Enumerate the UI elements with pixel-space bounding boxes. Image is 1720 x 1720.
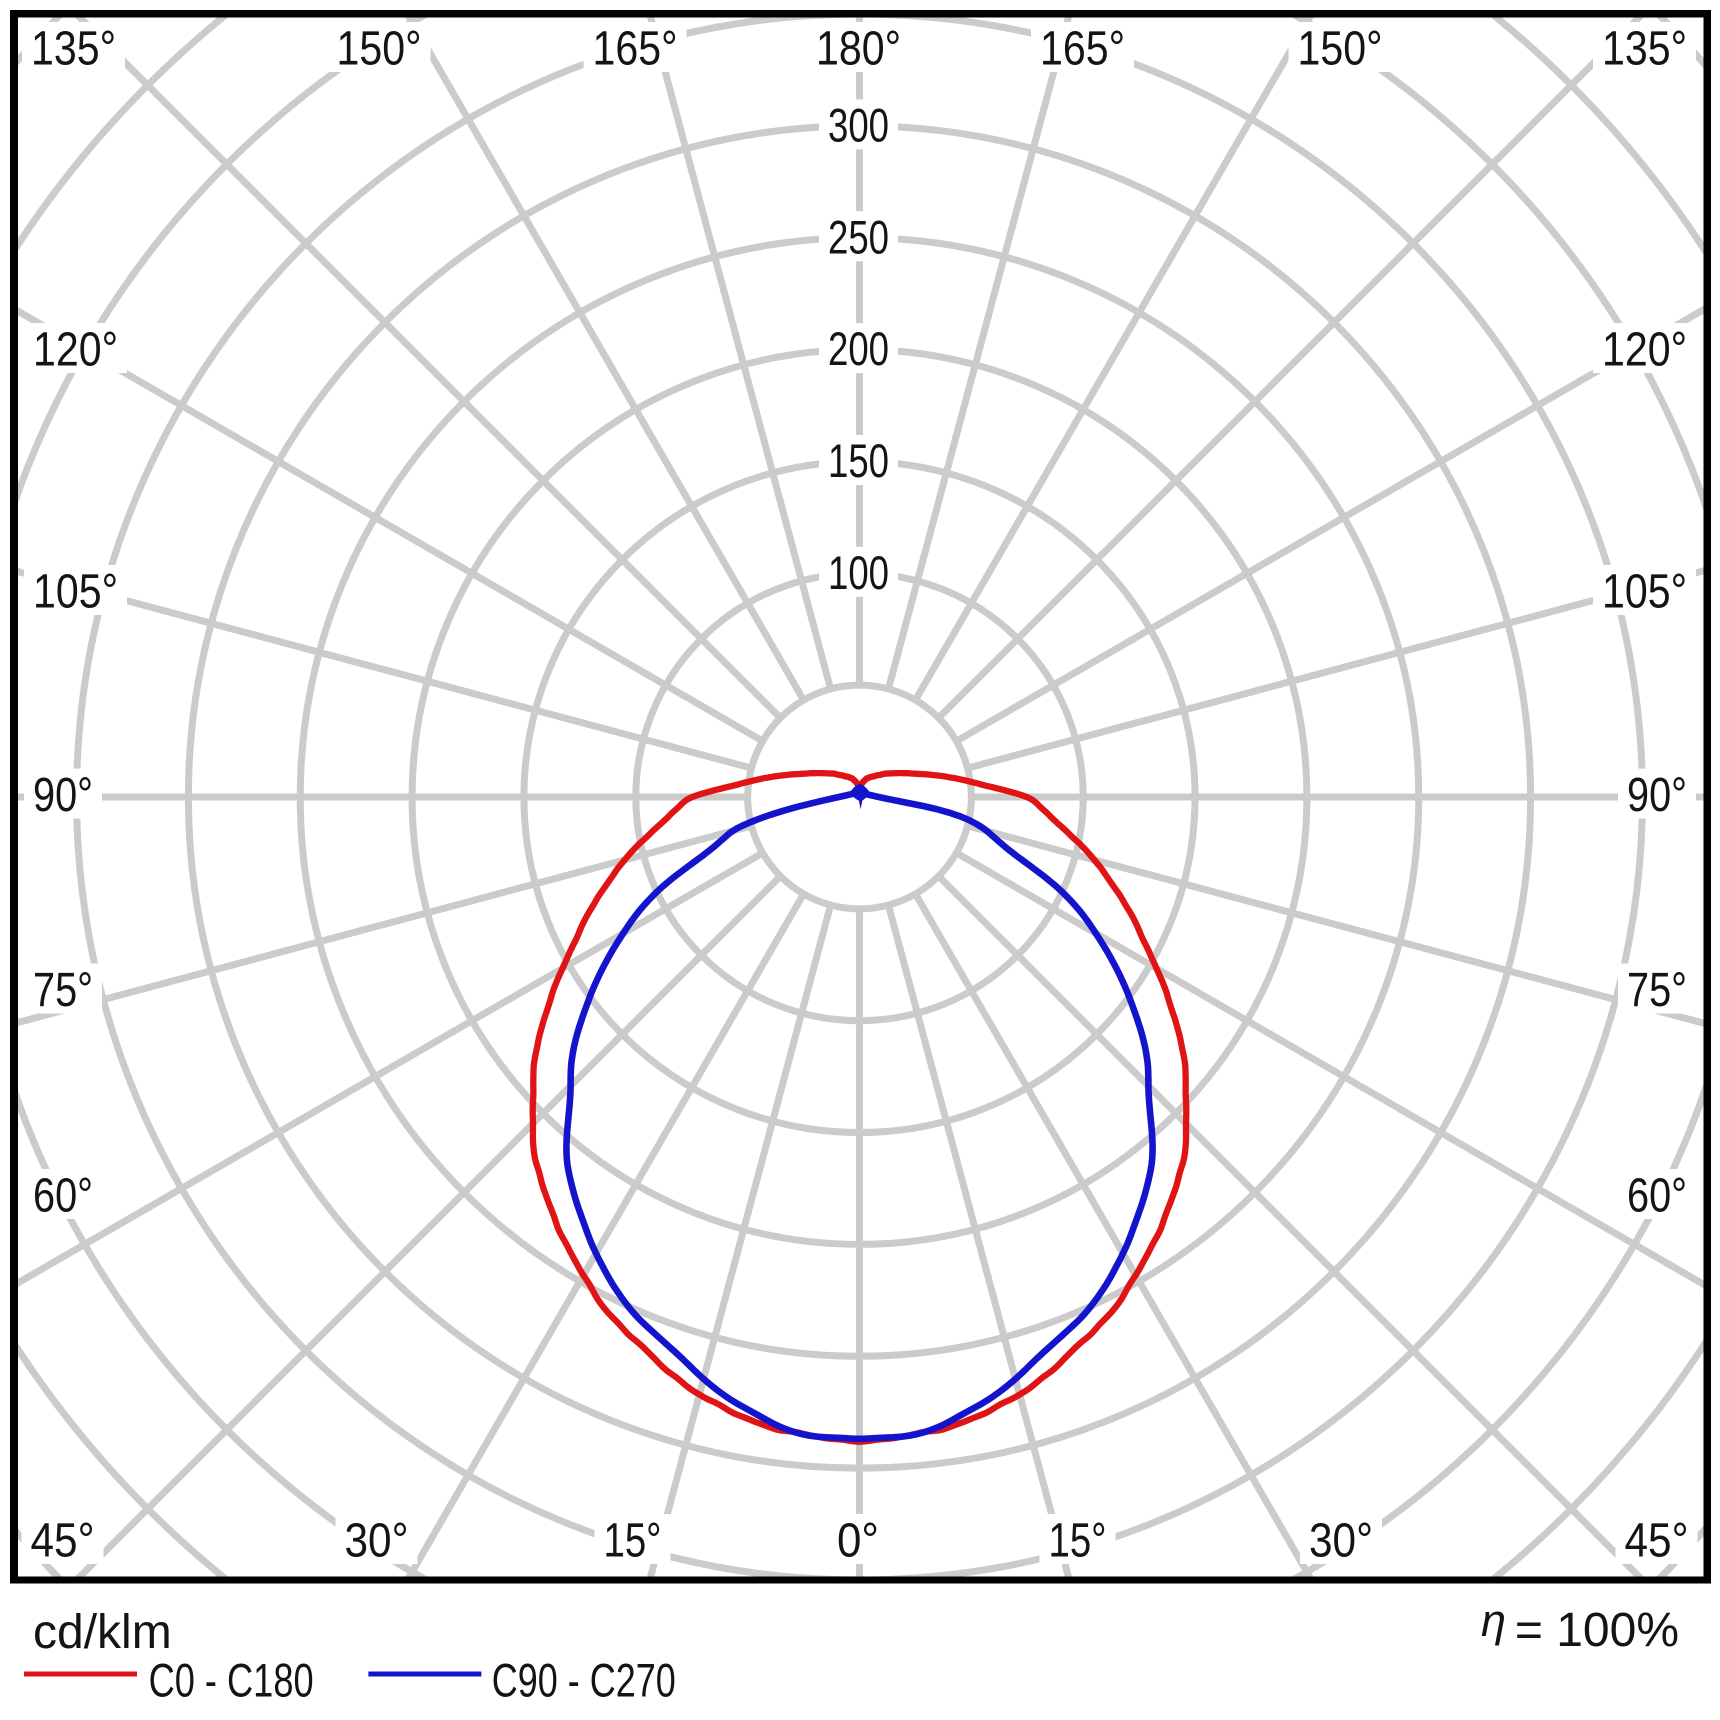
svg-text:200: 200 — [828, 322, 889, 375]
svg-text:C0 - C180: C0 - C180 — [149, 1654, 314, 1707]
svg-text:60°: 60° — [33, 1170, 93, 1223]
svg-text:45°: 45° — [31, 1515, 95, 1568]
svg-text:105°: 105° — [33, 566, 118, 619]
svg-text:= 100%: = 100% — [1515, 1604, 1679, 1657]
svg-text:120°: 120° — [1602, 324, 1687, 377]
svg-text:180°: 180° — [816, 23, 901, 76]
svg-text:15°: 15° — [1049, 1515, 1107, 1568]
svg-text:165°: 165° — [593, 23, 678, 76]
svg-text:75°: 75° — [1627, 964, 1687, 1017]
svg-text:90°: 90° — [33, 769, 93, 822]
svg-text:60°: 60° — [1627, 1170, 1687, 1223]
svg-text:cd/klm: cd/klm — [33, 1606, 172, 1659]
svg-text:165°: 165° — [1040, 23, 1125, 76]
svg-text:105°: 105° — [1602, 566, 1687, 619]
svg-text:100: 100 — [828, 546, 889, 599]
svg-text:135°: 135° — [31, 23, 116, 76]
svg-text:120°: 120° — [33, 324, 118, 377]
svg-text:30°: 30° — [345, 1515, 409, 1568]
svg-text:η: η — [1481, 1595, 1506, 1646]
svg-text:15°: 15° — [604, 1515, 662, 1568]
svg-text:150°: 150° — [337, 23, 422, 76]
svg-text:75°: 75° — [33, 964, 93, 1017]
svg-text:300: 300 — [828, 99, 889, 152]
svg-text:0°: 0° — [837, 1515, 879, 1568]
svg-text:45°: 45° — [1625, 1515, 1689, 1568]
svg-text:135°: 135° — [1602, 23, 1687, 76]
svg-text:90°: 90° — [1627, 769, 1687, 822]
svg-text:250: 250 — [828, 210, 889, 263]
svg-text:150: 150 — [828, 434, 889, 487]
svg-text:30°: 30° — [1309, 1515, 1373, 1568]
svg-text:C90 - C270: C90 - C270 — [492, 1654, 676, 1707]
svg-text:150°: 150° — [1298, 23, 1383, 76]
